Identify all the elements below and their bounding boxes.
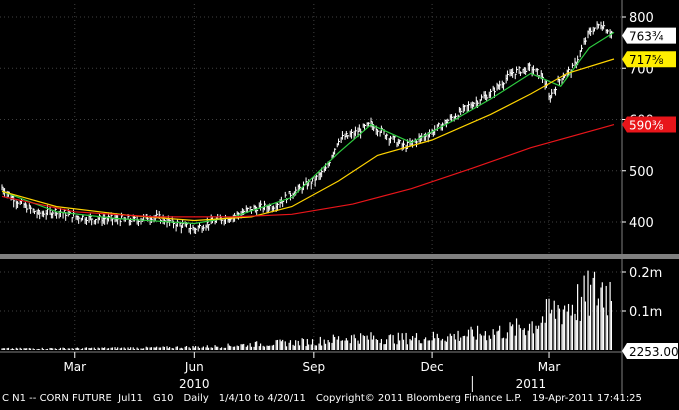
month-label: Jun [184, 360, 204, 374]
tag-background [622, 51, 676, 68]
moving-average-line-3 [1, 124, 615, 218]
year-label: 2010 [179, 377, 210, 391]
price-tick-label: 400 [629, 216, 654, 231]
footer-period: Daily [183, 393, 209, 404]
volume-tick-label: 0.1m [629, 305, 662, 320]
month-label: Sep [303, 360, 326, 374]
footer-copyright: Copyright© 2011 Bloomberg Finance L.P. [315, 393, 522, 404]
moving-average-line-2 [1, 58, 615, 222]
volume-tick-label: 0.2m [629, 266, 662, 281]
price-tick-label: 500 [629, 165, 654, 180]
tag-background [622, 27, 676, 44]
price-tick-label: 800 [629, 11, 654, 26]
footer-range: 1/4/10 to 4/20/11 [218, 393, 306, 404]
tag-background [622, 343, 678, 359]
volume-last-value-tag: 2253.00 [622, 343, 679, 359]
month-label: Mar [538, 360, 561, 374]
footer-timestamp: 19-Apr-2011 17:41:25 [531, 393, 642, 404]
tag-text: 717⅝ [629, 53, 664, 67]
footer-security: C N1 -- CORN FUTURE Jul11 [2, 393, 143, 404]
tag-text: 763¾ [629, 30, 664, 44]
last-value-tag-1: 763¾ [622, 27, 676, 44]
price-volume-chart: 8007006005004000.2m0.1m763¾717⅝590⅜2253.… [0, 0, 679, 395]
tag-background [622, 116, 676, 133]
last-value-tag-3: 590⅜ [622, 116, 676, 133]
panel-divider [0, 254, 679, 259]
month-label: Dec [420, 360, 443, 374]
tag-text: 590⅜ [629, 119, 664, 133]
year-label: 2011 [516, 377, 547, 391]
chart-footer: C N1 -- CORN FUTURE Jul11 G10 Daily 1/4/10 … [2, 393, 679, 409]
footer-chart-code: G10 [152, 393, 174, 404]
month-label: Mar [63, 360, 86, 374]
tag-text: 2253.00 [629, 345, 679, 359]
moving-average-line-1 [1, 31, 615, 225]
last-value-tag-2: 717⅝ [622, 51, 676, 68]
